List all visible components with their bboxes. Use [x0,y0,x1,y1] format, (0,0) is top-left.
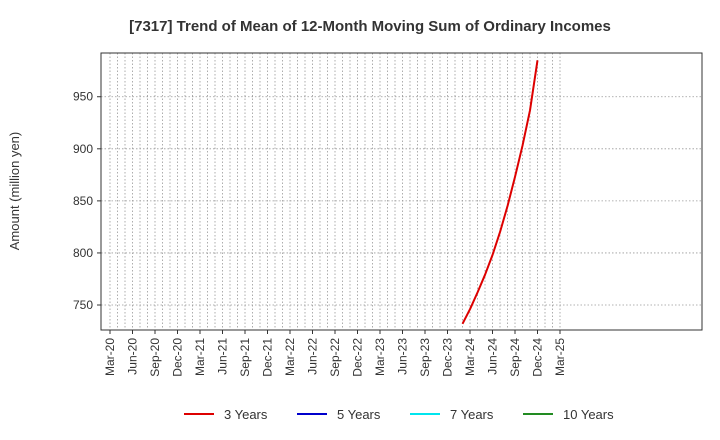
y-axis: 750 800 850 900 950 [73,90,101,312]
x-tick-label: Sep-24 [508,338,522,377]
x-tick-label: Jun-22 [306,338,320,375]
x-tick-label: Sep-21 [238,338,252,377]
x-tick-label: Mar-22 [283,338,297,376]
x-tick-label: Jun-21 [216,338,230,375]
legend-label: 10 Years [563,407,614,422]
x-tick-label: Jun-24 [486,338,500,375]
x-tick-label: Mar-20 [103,338,117,376]
x-tick-label: Dec-21 [261,338,275,377]
x-tick-label: Dec-23 [441,338,455,377]
legend-label: 7 Years [450,407,494,422]
x-tick-label: Mar-25 [553,338,567,376]
y-tick-label: 750 [73,298,93,312]
x-tick-label: Dec-24 [531,338,545,377]
x-tick-label: Jun-23 [396,338,410,375]
x-tick-label: Sep-23 [418,338,432,377]
y-tick-label: 850 [73,194,93,208]
y-tick-label: 950 [73,90,93,104]
x-axis: Mar-20 Jun-20 Sep-20 Dec-20 Mar-21 Jun-21 Sep-… [103,330,567,377]
x-tick-label: Jun-20 [126,338,140,375]
y-tick-label: 800 [73,246,93,260]
plot-area [100,52,703,331]
legend-label: 5 Years [337,407,381,422]
series-line-3-years [461,60,539,325]
grid [101,53,702,330]
chart-title: [7317] Trend of Mean of 12-Month Moving … [129,18,611,35]
x-tick-label: Dec-22 [351,338,365,377]
x-tick-label: Mar-23 [373,338,387,376]
x-tick-label: Dec-20 [171,338,185,377]
legend-label: 3 Years [224,407,268,422]
x-tick-label: Mar-21 [193,338,207,376]
y-axis-label: Amount (million yen) [7,132,22,251]
series-lines [461,60,539,325]
x-tick-label: Sep-22 [328,338,342,377]
x-tick-label: Mar-24 [463,338,477,376]
x-tick-label: Sep-20 [148,338,162,377]
y-tick-label: 900 [73,142,93,156]
legend: 3 Years 5 Years 7 Years 10 Years [184,407,614,422]
